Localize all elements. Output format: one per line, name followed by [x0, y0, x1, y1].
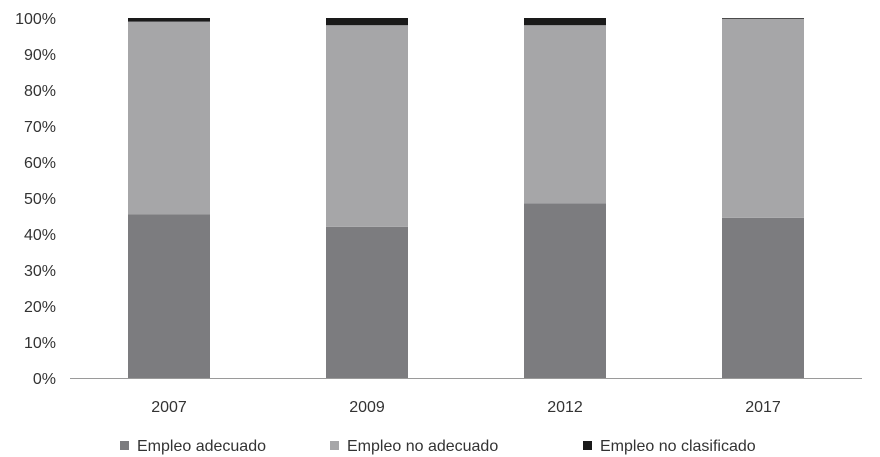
y-tick-label: 40% — [24, 227, 56, 244]
x-tick-label: 2007 — [151, 399, 187, 416]
bar-segment-2012-1 — [524, 203, 606, 378]
legend: Empleo adecuado Empleo no adecuado Empleo … — [120, 438, 756, 455]
bar-segment-2009-2 — [326, 25, 408, 227]
bar-segment-2007-1 — [128, 214, 210, 378]
bar-segment-2012-2 — [524, 25, 606, 204]
legend-item: Empleo no adecuado — [330, 438, 498, 455]
y-tick-label: 60% — [24, 155, 56, 172]
y-tick-label: 70% — [24, 119, 56, 136]
legend-label: Empleo no adecuado — [347, 438, 498, 455]
y-tick-label: 100% — [15, 11, 56, 28]
legend-item: Empleo adecuado — [120, 438, 266, 455]
bar-segment-2012-3 — [524, 18, 606, 26]
y-tick-label: 0% — [33, 371, 56, 388]
legend-label: Empleo adecuado — [137, 438, 266, 455]
bar-segment-2017-3 — [722, 18, 804, 19]
y-tick-label: 80% — [24, 83, 56, 100]
y-tick-label: 20% — [24, 299, 56, 316]
bar-segment-2007-2 — [128, 21, 210, 215]
y-tick-label: 90% — [24, 47, 56, 64]
bar-segment-2007-3 — [128, 18, 210, 22]
y-axis: 0% 10% 20% 30% 40% 50% 60% 70% 80% 90% 100% — [15, 11, 56, 388]
legend-label: Empleo no clasificado — [600, 438, 756, 455]
y-tick-label: 10% — [24, 335, 56, 352]
bars — [128, 18, 804, 378]
y-tick-label: 50% — [24, 191, 56, 208]
legend-swatch — [583, 441, 592, 450]
y-tick-label: 30% — [24, 263, 56, 280]
legend-swatch — [120, 441, 129, 450]
bar-segment-2009-3 — [326, 18, 408, 26]
x-tick-label: 2009 — [349, 399, 385, 416]
x-tick-label: 2017 — [745, 399, 781, 416]
bar-segment-2017-2 — [722, 18, 804, 218]
bar-segment-2017-1 — [722, 217, 804, 378]
x-tick-label: 2012 — [547, 399, 583, 416]
bar-segment-2009-1 — [326, 226, 408, 378]
x-axis: 2007 2009 2012 2017 — [70, 378, 862, 416]
legend-swatch — [330, 441, 339, 450]
legend-item: Empleo no clasificado — [583, 438, 756, 455]
